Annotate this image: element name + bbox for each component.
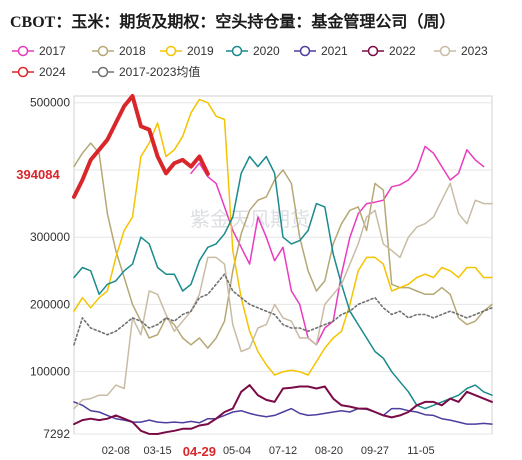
plot-frame xyxy=(73,95,493,435)
callout-value: 394084 xyxy=(16,167,60,182)
series-line-2022-5 xyxy=(73,384,493,435)
series-line-2018-1 xyxy=(73,142,493,349)
legend-label: 2017-2023均值 xyxy=(119,64,200,79)
legend-item-2018-1[interactable]: 2018 xyxy=(92,44,146,58)
legend-item-2024-7[interactable]: 2024 xyxy=(12,65,66,79)
y-tick-label: 500000 xyxy=(30,96,70,110)
legend-swatch-marker xyxy=(439,45,451,57)
series-line-2024-7 xyxy=(72,94,210,199)
x-tick-label: 07-12 xyxy=(269,445,297,457)
callout-bg xyxy=(6,162,70,183)
series-line-2021-4 xyxy=(73,401,493,425)
legend-label: 2019 xyxy=(187,44,214,58)
legend-label: 2024 xyxy=(39,65,66,79)
x-highlight-label: 04-29 xyxy=(183,444,216,459)
y-tick-label: 300000 xyxy=(30,230,70,244)
x-tick-label: 05-04 xyxy=(223,445,251,457)
x-tick-label: 09-27 xyxy=(361,445,389,457)
legend-swatch-marker xyxy=(231,45,243,57)
legend-item-2020-3[interactable]: 2020 xyxy=(226,44,280,58)
legend-item-2017-0[interactable]: 2017 xyxy=(12,44,66,58)
legend-label: 2020 xyxy=(253,44,280,58)
plot-area: 500000400000300000200000100000729202-080… xyxy=(6,94,493,460)
legend-swatch-marker xyxy=(165,45,177,57)
series-line-2020-3 xyxy=(73,155,493,410)
legend-item-2017-2023-8[interactable]: 2017-2023均值 xyxy=(92,64,200,79)
legend: 2017 2018 2019 2020 2021 2022 2023 2024 2017-202… xyxy=(12,44,488,79)
x-tick-label: 11-05 xyxy=(407,445,434,457)
legend-swatch-marker xyxy=(97,66,109,78)
legend-swatch-marker xyxy=(97,45,109,57)
y-tick-label: 7292 xyxy=(43,427,70,441)
x-highlight-bg xyxy=(177,439,222,460)
x-tick-label: 03-15 xyxy=(144,445,172,457)
chart-title: CBOT：玉米：期货及期权：空头持仓量：基金管理公司（周） xyxy=(10,12,455,31)
x-tick-label: 02-08 xyxy=(102,445,130,457)
x-tick-label: 08-20 xyxy=(315,445,343,457)
legend-item-2019-2[interactable]: 2019 xyxy=(160,44,214,58)
legend-item-2022-5[interactable]: 2022 xyxy=(362,44,416,58)
y-tick-label: 100000 xyxy=(30,365,70,379)
legend-swatch-marker xyxy=(17,66,29,78)
legend-item-2021-4[interactable]: 2021 xyxy=(294,44,348,58)
legend-swatch-marker xyxy=(367,45,379,57)
legend-item-2023-6[interactable]: 2023 xyxy=(434,44,488,58)
legend-swatch-marker xyxy=(299,45,311,57)
legend-label: 2023 xyxy=(461,44,488,58)
legend-label: 2017 xyxy=(39,44,66,58)
y-tick-label: 200000 xyxy=(30,297,70,311)
series-line-2017-0 xyxy=(190,145,485,346)
series-line-2019-2 xyxy=(73,98,493,376)
series-line-2023-6 xyxy=(73,182,493,410)
legend-swatch-marker xyxy=(17,45,29,57)
legend-label: 2021 xyxy=(321,44,348,58)
series-line-2017-2023-8 xyxy=(73,273,493,346)
legend-label: 2022 xyxy=(389,44,416,58)
legend-label: 2018 xyxy=(119,44,146,58)
